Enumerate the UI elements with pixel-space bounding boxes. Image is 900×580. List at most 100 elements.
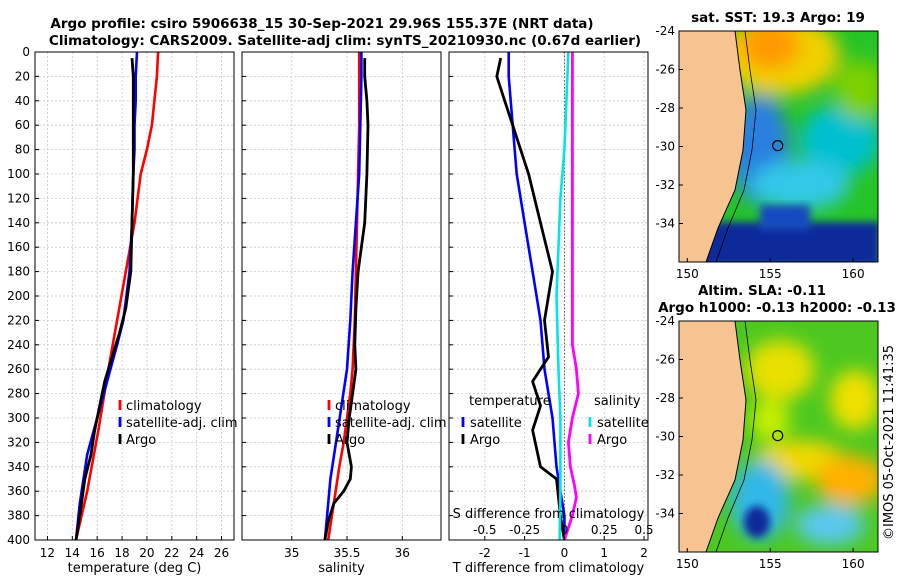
y-tick-label: 400 xyxy=(7,533,30,547)
x-tick-label: 35 xyxy=(284,546,299,560)
legend-label: Argo xyxy=(126,433,156,448)
y-tick-label: 80 xyxy=(15,143,30,157)
legend-label: satellite xyxy=(597,416,649,431)
y-tick-label: 200 xyxy=(7,289,30,303)
sla-map-field xyxy=(679,321,878,552)
x-tick-label: 14 xyxy=(65,546,80,560)
series-climatology xyxy=(74,52,160,540)
y-tick-label: 20 xyxy=(15,69,30,83)
x-tick-label: 1 xyxy=(600,546,608,560)
map-y-tick-label: -32 xyxy=(655,178,675,192)
difference-profile-xlabel: T difference from climatology xyxy=(452,561,645,576)
legend-label: Argo xyxy=(335,433,365,448)
map-x-tick-label: 150 xyxy=(676,557,699,571)
sla-map-panel: Altim. SLA: -0.11 Argo h1000: -0.13 h200… xyxy=(655,283,896,571)
temperature-profile-xlabel: temperature (deg C) xyxy=(68,561,202,576)
salinity-profile-series xyxy=(323,52,370,540)
x-tick-label: 35.5 xyxy=(334,546,361,560)
map-y-tick-label: -28 xyxy=(655,101,675,115)
x-tick-label: 26 xyxy=(214,546,229,560)
map-y-tick-label: -30 xyxy=(655,140,675,154)
y-tick-label: 100 xyxy=(7,167,30,181)
series-temperature-argo xyxy=(495,57,566,540)
series-salinity-argo xyxy=(563,52,580,540)
x-tick-label: 22 xyxy=(164,546,179,560)
salinity-difference-tick: -0.5 xyxy=(473,523,496,537)
sla-map-land xyxy=(679,321,746,552)
sst-map-land xyxy=(679,31,746,262)
map-x-tick-label: 155 xyxy=(759,267,782,281)
y-tick-label: 380 xyxy=(7,509,30,523)
x-tick-label: 24 xyxy=(189,546,204,560)
legend-salinity-heading: salinity xyxy=(594,394,641,409)
x-tick-label: -2 xyxy=(479,546,491,560)
sst-map-field xyxy=(679,31,878,262)
map-x-tick-label: 160 xyxy=(842,557,865,571)
salinity-profile-xlabel: salinity xyxy=(318,561,365,576)
salinity-difference-label: S difference from climatology xyxy=(453,507,645,522)
salinity-difference-tick: 0.25 xyxy=(591,523,618,537)
y-tick-label: 280 xyxy=(7,387,30,401)
sst-map-panel: sat. SST: 19.3 Argo: 19 150 155 160 -24 -26 -… xyxy=(655,10,879,281)
map-y-tick-label: -24 xyxy=(655,24,675,38)
map-y-tick-label: -34 xyxy=(655,217,675,231)
legend-label: Argo xyxy=(470,433,500,448)
y-tick-label: 320 xyxy=(7,435,30,449)
x-tick-label: 12 xyxy=(40,546,55,560)
sst-map-title: sat. SST: 19.3 Argo: 19 xyxy=(691,10,865,26)
y-tick-label: 160 xyxy=(7,240,30,254)
x-tick-label: 2 xyxy=(640,546,648,560)
x-tick-label: -1 xyxy=(519,546,531,560)
salinity-difference-tick: -0.25 xyxy=(509,523,540,537)
series-argo xyxy=(74,58,135,540)
legend-temperature-heading: temperature xyxy=(469,394,551,409)
figure-title-line2: Climatology: CARS2009. Satellite-adj cli… xyxy=(49,33,641,49)
sla-map-title: Altim. SLA: -0.11 xyxy=(698,283,826,299)
y-tick-label: 120 xyxy=(7,191,30,205)
sla-map-subtitle: Argo h1000: -0.13 h2000: -0.13 xyxy=(658,300,896,316)
series-satellite-adj-clim xyxy=(323,52,363,540)
legend-label: satellite xyxy=(470,416,522,431)
series-salinity-satellite xyxy=(555,52,570,540)
sla-map-argo-marker xyxy=(772,430,784,442)
map-x-tick-label: 160 xyxy=(842,267,865,281)
map-y-tick-label: -24 xyxy=(655,314,675,328)
sla-map-axes: 150 155 160 -24 -26 -28 -30 -32 -34 xyxy=(655,314,864,571)
series-argo xyxy=(323,58,370,540)
x-tick-label: 18 xyxy=(114,546,129,560)
sst-map-axes: 150 155 160 -24 -26 -28 -30 -32 -34 xyxy=(655,24,864,281)
x-tick-label: 16 xyxy=(90,546,105,560)
map-y-tick-label: -26 xyxy=(655,353,675,367)
legend-label: Argo xyxy=(597,433,627,448)
legend-label: climatology xyxy=(126,399,202,414)
y-tick-label: 40 xyxy=(15,94,30,108)
y-tick-label: 300 xyxy=(7,411,30,425)
temperature-profile-series xyxy=(74,52,160,540)
figure-title-line1: Argo profile: csiro 5906638_15 30-Sep-20… xyxy=(50,16,593,32)
legend-label: climatology xyxy=(335,399,411,414)
y-tick-label: 340 xyxy=(7,460,30,474)
map-y-tick-label: -26 xyxy=(655,63,675,77)
map-x-tick-label: 150 xyxy=(676,267,699,281)
x-tick-label: 0 xyxy=(561,546,569,560)
sst-map-argo-marker xyxy=(772,140,784,152)
imos-timestamp: ©IMOS 05-Oct-2021 11:41:35 xyxy=(882,345,897,540)
y-tick-label: 260 xyxy=(7,362,30,376)
map-x-tick-label: 155 xyxy=(759,557,782,571)
y-tick-label: 140 xyxy=(7,216,30,230)
salinity-profile-panel: 35 35.5 36 salinity climatology satellite-adj… xyxy=(241,51,447,576)
y-tick-label: 360 xyxy=(7,484,30,498)
map-y-tick-label: -30 xyxy=(655,430,675,444)
difference-profile-panel: -2 -1 0 1 2T difference from climatology temp… xyxy=(448,51,654,576)
x-tick-label: 20 xyxy=(139,546,154,560)
y-tick-label: 0 xyxy=(22,45,30,59)
y-tick-label: 60 xyxy=(15,118,30,132)
legend-label: satellite-adj. clim xyxy=(126,416,238,431)
map-y-tick-label: -28 xyxy=(655,391,675,405)
x-tick-label: 36 xyxy=(395,546,410,560)
y-tick-label: 240 xyxy=(7,338,30,352)
map-y-tick-label: -34 xyxy=(655,507,675,521)
y-tick-label: 220 xyxy=(7,313,30,327)
